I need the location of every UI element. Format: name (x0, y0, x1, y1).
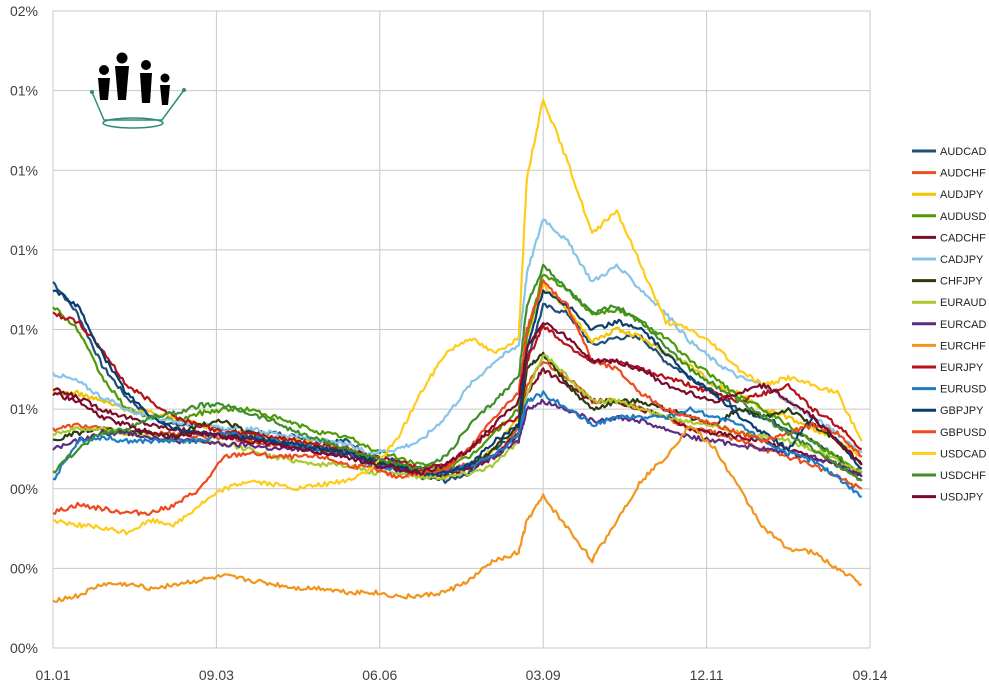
legend-label: EURJPY (940, 362, 984, 374)
legend-label: CADCHF (940, 232, 986, 244)
series-line-usdjpy (52, 322, 863, 476)
series-lines (52, 98, 863, 603)
series-line-audjpy (52, 283, 863, 480)
legend-label: USDCAD (940, 448, 987, 460)
x-tick-label: 09.14 (852, 667, 887, 683)
legend-label: CADJPY (940, 254, 984, 266)
legend-label: AUDUSD (940, 211, 987, 223)
series-line-usdchf (52, 263, 863, 482)
y-tick-label: 00% (10, 560, 38, 576)
x-tick-label: 09.03 (199, 667, 234, 683)
series-line-eurchf (52, 425, 863, 603)
y-tick-label: 00% (10, 640, 38, 656)
gridlines (52, 10, 871, 649)
legend-label: AUDCAD (940, 146, 987, 158)
y-tick-label: 01% (10, 83, 38, 99)
y-tick-label: 00% (10, 481, 38, 497)
y-tick-label: 01% (10, 242, 38, 258)
legend-label: EURCAD (940, 319, 987, 331)
x-tick-labels: 01.01 09.03 06.06 03.09 12.11 09.14 (35, 667, 887, 683)
series-line-usdcad (52, 98, 863, 536)
legend-label: EURCHF (940, 340, 986, 352)
crown-logo (90, 52, 186, 129)
legend-label: GBPUSD (940, 427, 987, 439)
series-line-audcad (52, 281, 863, 484)
y-tick-label: 01% (10, 162, 38, 178)
legend-label: AUDCHF (940, 168, 986, 180)
x-tick-label: 03.09 (526, 667, 561, 683)
y-tick-labels: 00% 00% 00% 01% 01% 01% 01% 01% 02% (10, 3, 38, 656)
series-line-gbpjpy (52, 289, 863, 477)
legend-label: GBPJPY (940, 405, 984, 417)
x-tick-label: 01.01 (35, 667, 70, 683)
y-tick-label: 01% (10, 322, 38, 338)
legend: AUDCAD AUDCHF AUDJPY AUDUSD CADCHF CADJPY CHFJ… (912, 146, 987, 504)
series-line-gbpusd (52, 279, 863, 516)
legend-label: EURAUD (940, 297, 987, 309)
legend-label: AUDJPY (940, 189, 984, 201)
legend-label: CHFJPY (940, 276, 983, 288)
x-tick-label: 06.06 (362, 667, 397, 683)
x-tick-label: 12.11 (690, 667, 724, 683)
series-line-audusd (52, 273, 863, 474)
y-tick-label: 02% (10, 3, 38, 19)
y-tick-label: 01% (10, 401, 38, 417)
legend-label: USDCHF (940, 470, 986, 482)
legend-label: USDJPY (940, 492, 984, 504)
series-line-eurusd (52, 390, 862, 498)
legend-label: EURUSD (940, 384, 987, 396)
